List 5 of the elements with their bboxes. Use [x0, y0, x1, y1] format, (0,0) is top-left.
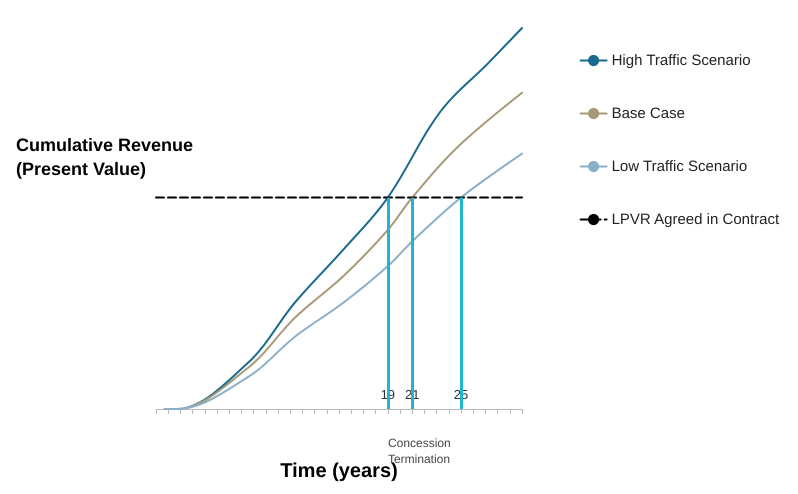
legend-label: LPVR Agreed in Contract — [612, 211, 780, 228]
y-axis-title: Cumulative Revenue (Present Value) — [16, 135, 194, 179]
legend-label: Base Case — [612, 105, 685, 122]
legend-label: Low Traffic Scenario — [612, 158, 748, 175]
legend-label: High Traffic Scenario — [612, 52, 751, 69]
